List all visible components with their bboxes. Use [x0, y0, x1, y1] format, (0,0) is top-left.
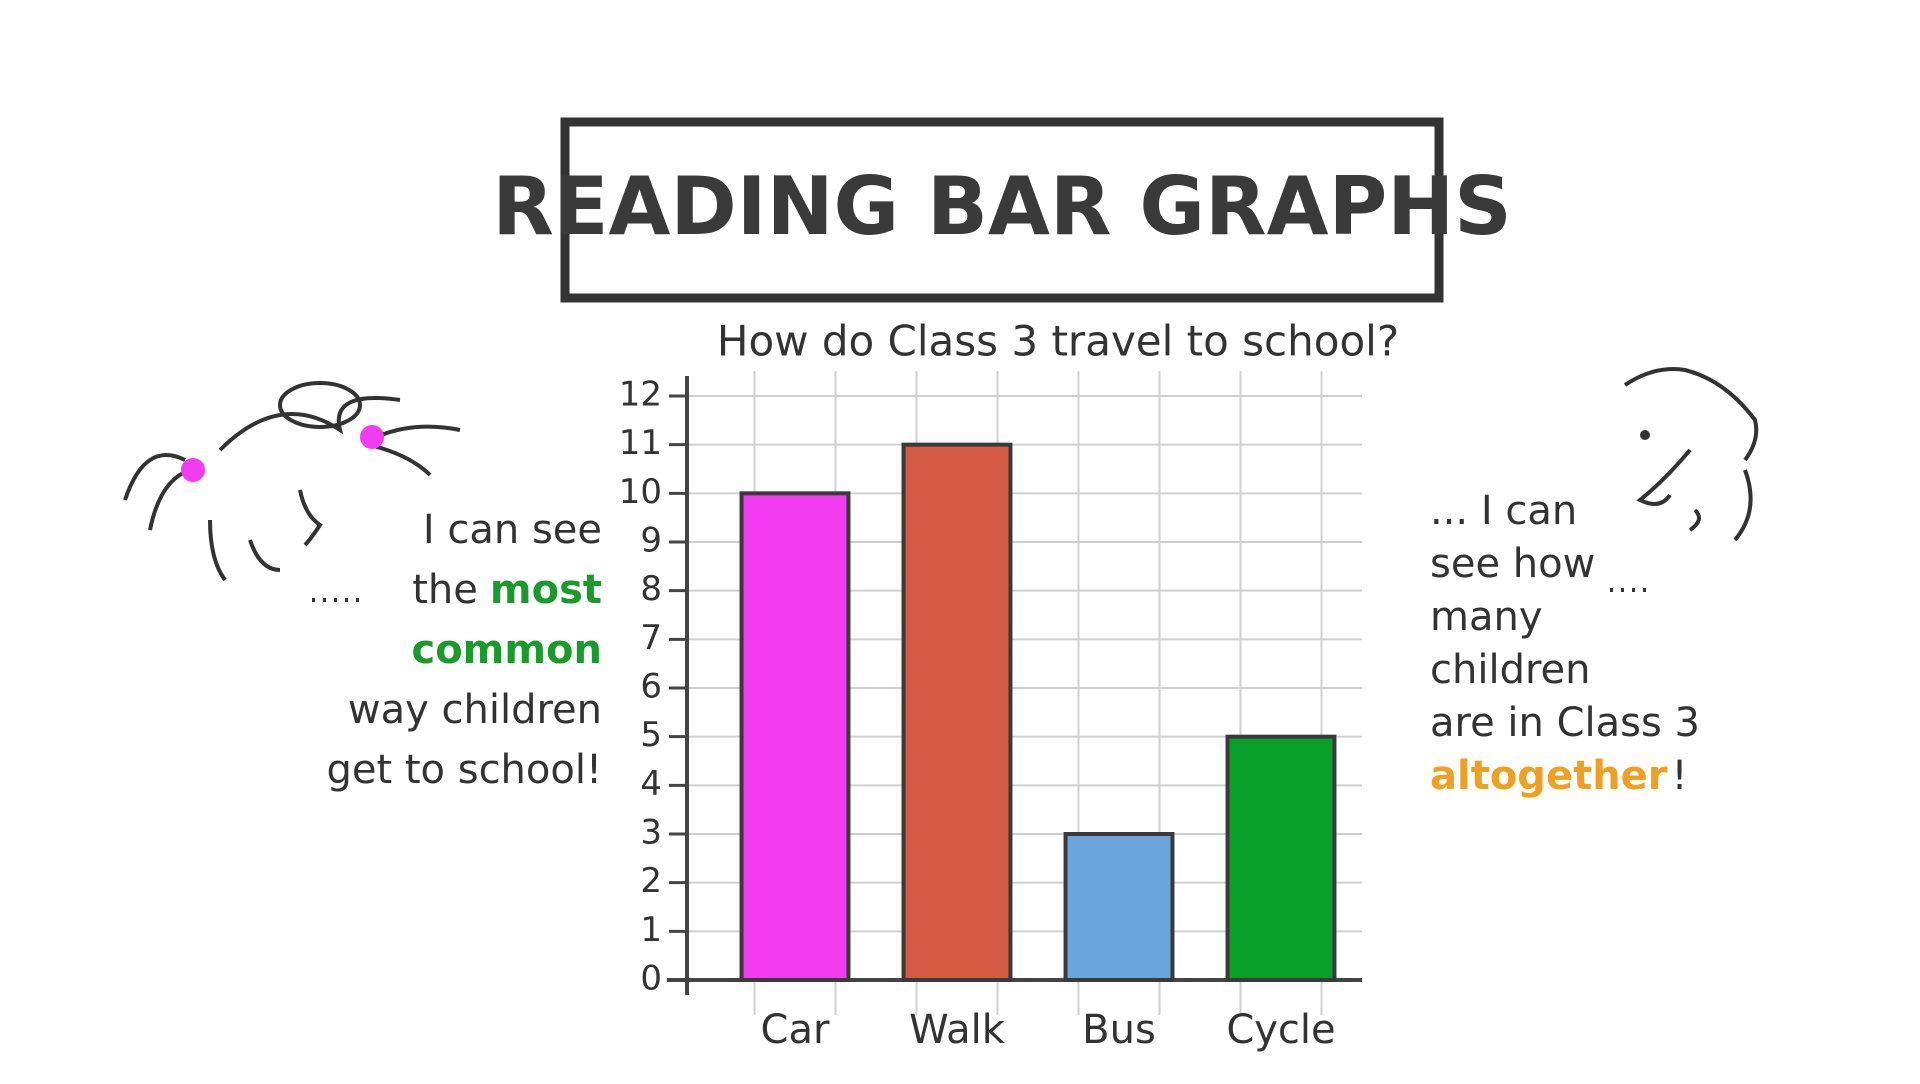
y-tick-label: 5: [640, 715, 662, 755]
annotation-line: altogether!: [1430, 753, 1688, 799]
y-tick-label: 7: [640, 618, 662, 658]
annotation-text: !: [1672, 753, 1688, 799]
chart-subtitle: How do Class 3 travel to school?: [717, 317, 1399, 366]
x-tick-label: Bus: [1082, 1007, 1156, 1053]
y-tick-label: 11: [619, 423, 662, 463]
y-tick-label: 10: [619, 472, 662, 512]
annotation-text: get to school!: [326, 747, 602, 793]
y-tick-label: 2: [640, 861, 662, 901]
boy-doodle: [1610, 367, 1759, 592]
bar: [1063, 832, 1175, 982]
annotation-line: ... I can: [1430, 488, 1577, 534]
annotation-line: many: [1430, 594, 1543, 640]
x-tick-label: Cycle: [1226, 1007, 1335, 1053]
y-tick-label: 0: [640, 959, 662, 999]
annotation-text: are in Class 3: [1430, 700, 1700, 746]
annotation-text: I can see: [423, 507, 602, 553]
annotation-line: are in Class 3: [1430, 700, 1700, 746]
y-tick-label: 8: [640, 569, 662, 609]
title-box: [560, 117, 1444, 303]
annotation-text: ... I can: [1430, 488, 1577, 534]
chart-title: READING BAR GRAPHS: [492, 160, 1512, 253]
annotation-text: the: [412, 567, 478, 613]
annotation-text: way children: [348, 687, 602, 733]
annotation-text: see how: [1430, 541, 1595, 587]
y-tick-label: 12: [619, 375, 662, 415]
bar: [1225, 734, 1337, 983]
annotation-line: I can see: [423, 507, 602, 553]
bar: [901, 442, 1013, 982]
annotation-text: altogether: [1430, 753, 1668, 799]
annotation-line: see how: [1430, 541, 1595, 587]
annotation-text: most: [490, 567, 602, 613]
bar: [739, 491, 851, 982]
x-tick-label: Walk: [909, 1007, 1006, 1053]
y-tick-label: 6: [640, 667, 662, 707]
x-tick-label: Car: [761, 1007, 830, 1053]
girl-doodle: [123, 381, 461, 602]
y-tick-label: 4: [640, 764, 662, 804]
annotation-line: get to school!: [326, 747, 602, 793]
annotation-text: children: [1430, 647, 1591, 693]
annotation-line: children: [1430, 647, 1591, 693]
annotation-line: way children: [348, 687, 602, 733]
annotation-line: common: [411, 627, 602, 673]
y-tick-label: 9: [640, 521, 662, 561]
annotation-text: many: [1430, 594, 1543, 640]
y-tick-label: 1: [640, 910, 662, 950]
annotation-text: common: [411, 627, 602, 673]
annotation-line: the most: [412, 567, 602, 613]
y-tick-label: 3: [640, 813, 662, 853]
